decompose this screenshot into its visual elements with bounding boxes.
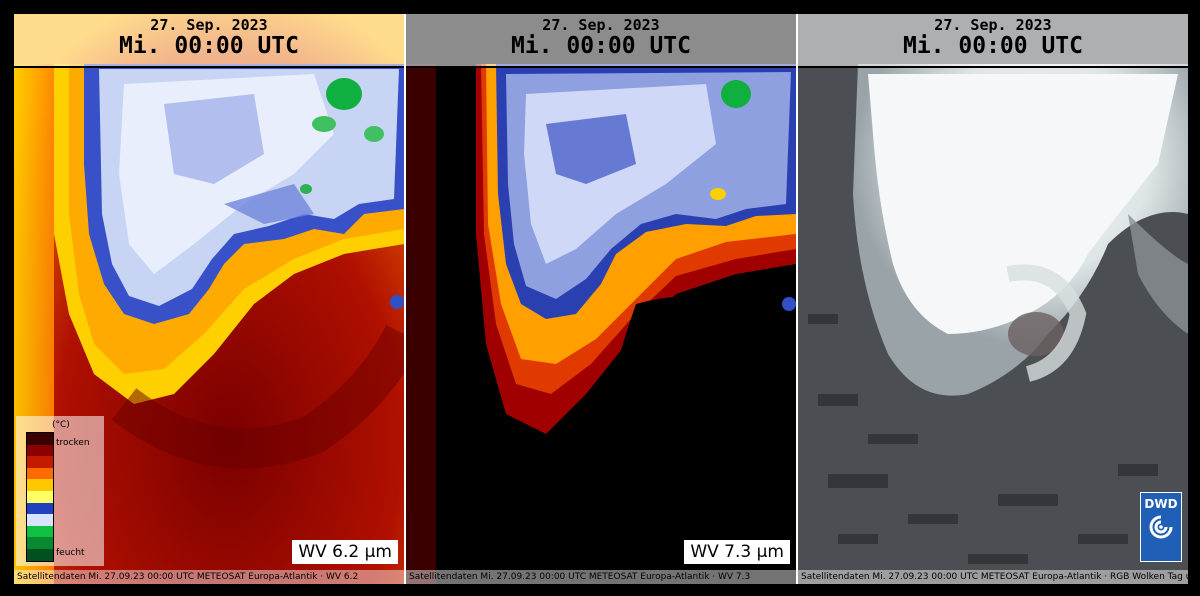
legend-color-step xyxy=(27,502,53,515)
panel-footer: Satellitendaten Mi. 27.09.23 00:00 UTC M… xyxy=(406,570,796,584)
dwd-logo-text: DWD xyxy=(1144,497,1178,511)
panel-time: Mi. 00:00 UTC xyxy=(510,33,691,59)
panel-date: 27. Sep. 2023 xyxy=(934,16,1052,34)
legend-color-step xyxy=(27,525,53,538)
panel-time: Mi. 00:00 UTC xyxy=(902,33,1083,59)
legend-unit: (°C) xyxy=(52,420,70,430)
legend-color-step xyxy=(27,490,53,503)
panel-time: Mi. 00:00 UTC xyxy=(118,33,299,59)
legend-dry-label: trocken xyxy=(56,438,90,448)
panel-header: 27. Sep. 2023 Mi. 00:00 UTC xyxy=(798,14,1188,68)
channel-label: WV 7.3 µm xyxy=(684,540,790,564)
legend-color-step xyxy=(27,537,53,549)
dwd-logo: DWD xyxy=(1140,492,1182,562)
panel-date: 27. Sep. 2023 xyxy=(150,16,268,34)
legend-color-step xyxy=(27,467,53,480)
dwd-swirl-icon xyxy=(1149,515,1173,539)
panel-header: 27. Sep. 2023 Mi. 00:00 UTC xyxy=(406,14,796,68)
channel-label: WV 6.2 µm xyxy=(292,540,398,564)
wv62-satellite-image xyxy=(14,14,404,584)
satellite-panel-wv73: 27. Sep. 2023 Mi. 00:00 UTC WV 7.3 µm Sa… xyxy=(406,14,796,584)
panel-footer: Satellitendaten Mi. 27.09.23 00:00 UTC M… xyxy=(14,570,404,584)
legend-color-step xyxy=(27,444,53,457)
legend-wet-label: feucht xyxy=(56,548,85,558)
satellite-panel-rgb: 27. Sep. 2023 Mi. 00:00 UTC DWD Satellit… xyxy=(798,14,1188,584)
legend-color-step xyxy=(27,479,53,491)
legend-color-bar xyxy=(26,432,54,562)
satellite-panel-wv62: 27. Sep. 2023 Mi. 00:00 UTC (°C) trocken… xyxy=(14,14,404,584)
rgb-satellite-image xyxy=(798,14,1188,584)
legend-color-step xyxy=(27,548,53,561)
legend-color-step xyxy=(27,433,53,445)
panel-date: 27. Sep. 2023 xyxy=(542,16,660,34)
legend-color-step xyxy=(27,514,53,526)
color-legend: (°C) trocken feucht xyxy=(16,416,104,566)
wv73-satellite-image xyxy=(406,14,796,584)
panel-header: 27. Sep. 2023 Mi. 00:00 UTC xyxy=(14,14,404,68)
legend-color-step xyxy=(27,456,53,468)
panel-footer: Satellitendaten Mi. 27.09.23 00:00 UTC M… xyxy=(798,570,1188,584)
